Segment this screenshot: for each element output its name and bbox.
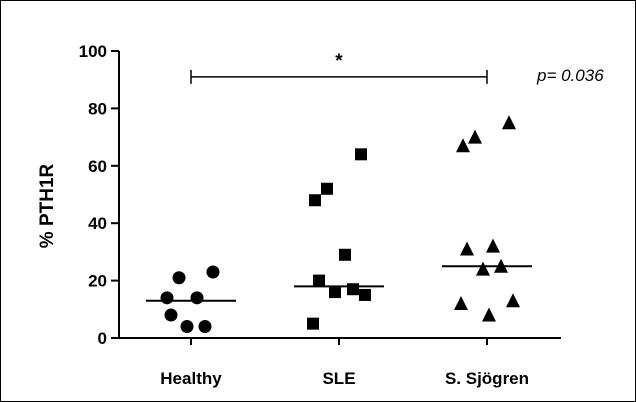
- y-ticks: 0 20 40 60 80 100: [79, 42, 119, 348]
- data-point-triangle: [482, 307, 496, 322]
- x-category-label: SLE: [322, 369, 355, 388]
- data-point-circle: [190, 291, 204, 305]
- data-point-triangle: [468, 129, 482, 144]
- data-point-square: [307, 317, 319, 330]
- category-labels: Healthy SLE S. Sjögren: [160, 338, 529, 388]
- y-tick-label: 100: [79, 42, 107, 61]
- data-points: [160, 115, 520, 334]
- y-axis-title: % PTH1R: [37, 163, 58, 248]
- p-value-label: p= 0.036: [536, 66, 604, 85]
- data-point-square: [339, 248, 351, 261]
- y-tick-label: 80: [88, 99, 107, 118]
- y-tick-label: 20: [88, 272, 107, 291]
- data-point-circle: [160, 291, 174, 305]
- data-point-triangle: [460, 241, 474, 256]
- data-point-triangle: [456, 138, 470, 153]
- data-point-square: [347, 283, 359, 296]
- data-point-square: [329, 286, 341, 299]
- y-tick-label: 40: [88, 214, 107, 233]
- data-point-triangle: [502, 115, 516, 130]
- y-tick-label: 60: [88, 157, 107, 176]
- data-point-circle: [172, 271, 186, 285]
- data-point-triangle: [506, 293, 520, 308]
- x-category-label: Healthy: [160, 369, 222, 388]
- data-point-square: [313, 274, 325, 287]
- data-point-square: [321, 182, 333, 195]
- data-point-triangle: [454, 296, 468, 311]
- data-point-square: [355, 148, 367, 161]
- data-point-triangle: [486, 238, 500, 253]
- x-category-label: S. Sjögren: [445, 369, 529, 388]
- data-point-square: [309, 194, 321, 207]
- data-point-circle: [206, 265, 220, 279]
- data-point-circle: [164, 308, 178, 322]
- data-point-circle: [198, 320, 212, 334]
- data-point-square: [359, 288, 371, 301]
- significance-bracket: *: [190, 51, 488, 84]
- data-point-circle: [180, 320, 194, 334]
- significance-star: *: [335, 51, 343, 72]
- y-tick-label: 0: [98, 329, 107, 348]
- median-lines: [146, 265, 532, 302]
- data-point-triangle: [476, 261, 490, 276]
